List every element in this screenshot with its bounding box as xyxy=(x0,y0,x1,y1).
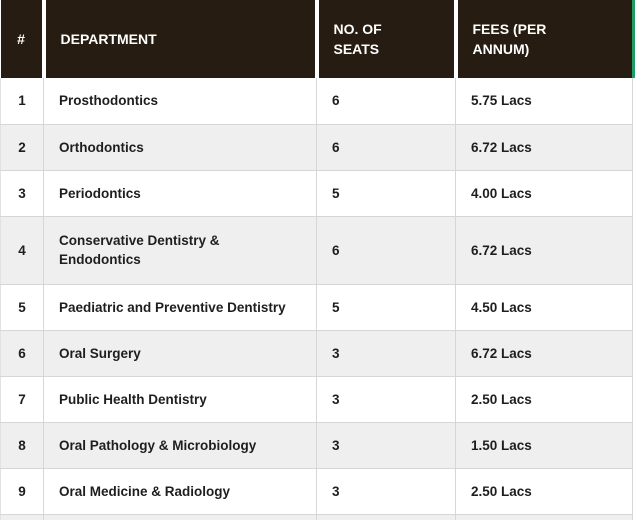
cell-number: 4 xyxy=(0,216,44,285)
cell-seats: 3 xyxy=(316,376,456,423)
cell-fees: 2.50 Lacs xyxy=(455,376,633,423)
cell-seats: 3 xyxy=(316,330,456,377)
cell-number: 2 xyxy=(0,124,44,171)
cell-fees: 6.72 Lacs xyxy=(455,330,633,377)
cell-seats: 5 xyxy=(316,170,456,217)
cell-number: 1 xyxy=(0,78,44,125)
cell-department xyxy=(43,514,317,520)
header-accent-strip xyxy=(632,0,635,78)
cell-seats: 6 xyxy=(316,216,456,285)
header-cell-seats: NO. OF SEATS xyxy=(316,0,458,78)
cell-department: Periodontics xyxy=(43,170,317,217)
cell-department: Prosthodontics xyxy=(43,78,317,125)
cell-number: 3 xyxy=(0,170,44,217)
cell-number: 9 xyxy=(0,468,44,515)
table-header-row: # DEPARTMENT NO. OF SEATS FEES (PER ANNU… xyxy=(0,0,633,78)
cell-fees: 6.72 Lacs xyxy=(455,124,633,171)
cell-fees: 5.75 Lacs xyxy=(455,78,633,125)
table-row: 3 Periodontics 5 4.00 Lacs xyxy=(0,170,633,217)
table-row: 5 Paediatric and Preventive Dentistry 5 … xyxy=(0,284,633,331)
cell-department: Oral Medicine & Radiology xyxy=(43,468,317,515)
table-row: 6 Oral Surgery 3 6.72 Lacs xyxy=(0,330,633,377)
cell-seats: 6 xyxy=(316,78,456,125)
cell-department: Orthodontics xyxy=(43,124,317,171)
cell-department: Paediatric and Preventive Dentistry xyxy=(43,284,317,331)
cell-department: Oral Pathology & Microbiology xyxy=(43,422,317,469)
cell-seats: 6 xyxy=(316,124,456,171)
cell-department: Conservative Dentistry & Endodontics xyxy=(43,216,317,285)
header-cell-number: # xyxy=(0,0,46,78)
cell-seats: 3 xyxy=(316,422,456,469)
cell-number: 8 xyxy=(0,422,44,469)
cell-number xyxy=(0,514,44,520)
table-row: 9 Oral Medicine & Radiology 3 2.50 Lacs xyxy=(0,468,633,515)
header-cell-department: DEPARTMENT xyxy=(43,0,319,78)
table-row: 2 Orthodontics 6 6.72 Lacs xyxy=(0,124,633,171)
cell-seats: 3 xyxy=(316,468,456,515)
header-cell-fees: FEES (PER ANNUM) xyxy=(455,0,633,78)
cell-seats: 5 xyxy=(316,284,456,331)
cell-seats xyxy=(316,514,456,520)
cell-fees: 1.50 Lacs xyxy=(455,422,633,469)
cell-number: 6 xyxy=(0,330,44,377)
table-row: 4 Conservative Dentistry & Endodontics 6… xyxy=(0,216,633,285)
table-row: 7 Public Health Dentistry 3 2.50 Lacs xyxy=(0,376,633,423)
cell-fees: 4.00 Lacs xyxy=(455,170,633,217)
cell-fees: 4.50 Lacs xyxy=(455,284,633,331)
cell-fees: 2.50 Lacs xyxy=(455,468,633,515)
cell-fees: 6.72 Lacs xyxy=(455,216,633,285)
cell-department: Oral Surgery xyxy=(43,330,317,377)
cell-number: 5 xyxy=(0,284,44,331)
table-row-partial xyxy=(0,514,633,520)
cell-fees xyxy=(455,514,633,520)
cell-department: Public Health Dentistry xyxy=(43,376,317,423)
table-row: 1 Prosthodontics 6 5.75 Lacs xyxy=(0,78,633,125)
cell-number: 7 xyxy=(0,376,44,423)
table-row: 8 Oral Pathology & Microbiology 3 1.50 L… xyxy=(0,422,633,469)
